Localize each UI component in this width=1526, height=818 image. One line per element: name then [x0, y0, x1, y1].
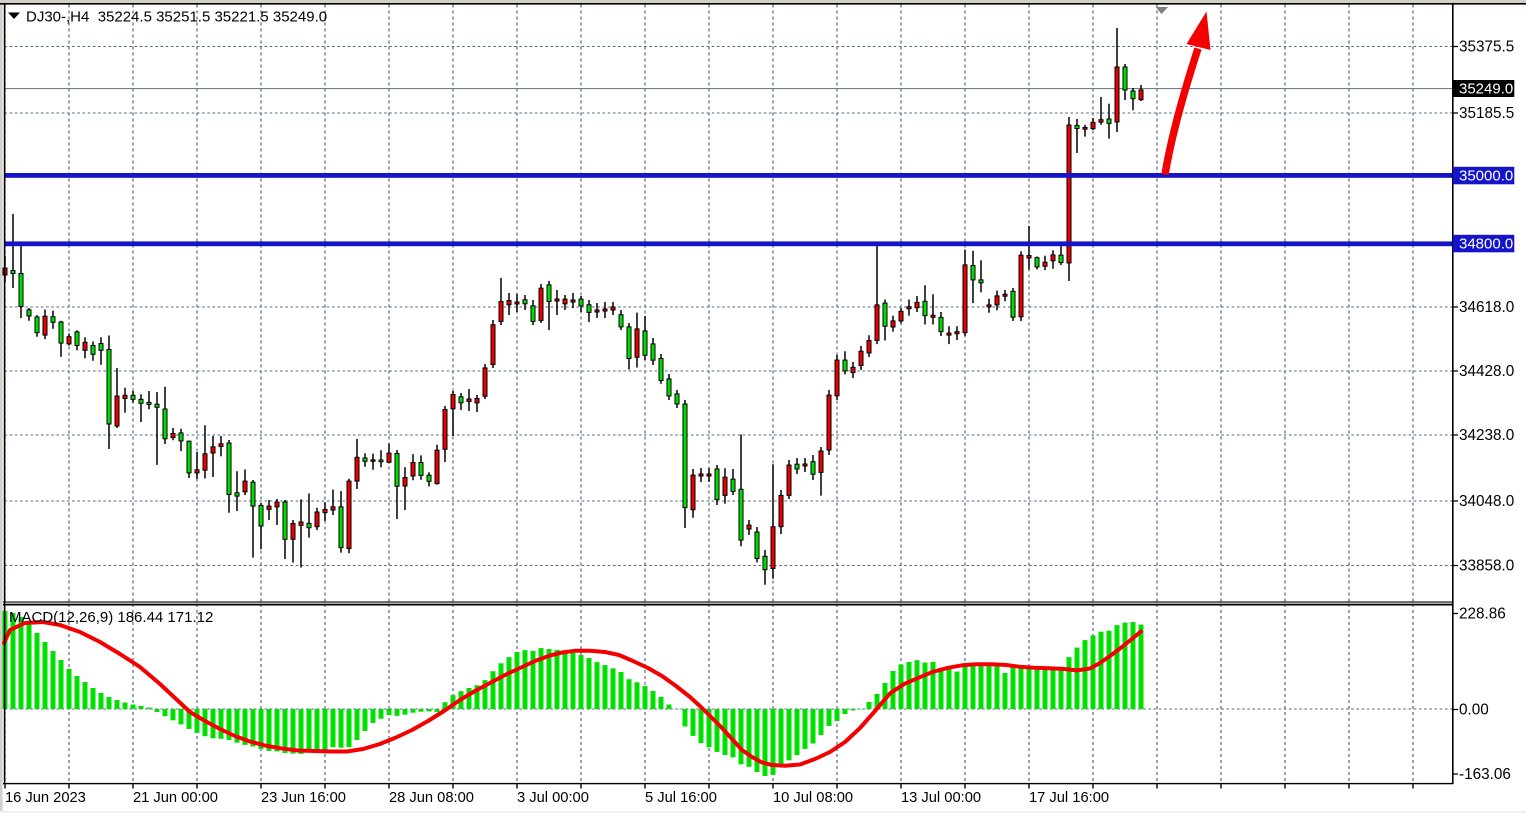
svg-text:16 Jun 2023: 16 Jun 2023: [5, 790, 86, 806]
svg-text:MACD(12,26,9) 186.44 171.12: MACD(12,26,9) 186.44 171.12: [9, 609, 213, 626]
svg-text:35249.0: 35249.0: [1459, 81, 1513, 98]
svg-text:5 Jul 16:00: 5 Jul 16:00: [645, 790, 717, 806]
svg-text:34618.0: 34618.0: [1459, 299, 1514, 316]
svg-text:DJ30-,H4 35224.5 35251.5 3522: DJ30-,H4 35224.5 35251.5 35221.5 35249.0: [26, 9, 327, 26]
svg-text:17 Jul 16:00: 17 Jul 16:00: [1029, 790, 1109, 806]
svg-text:34048.0: 34048.0: [1459, 493, 1514, 510]
svg-text:35000.0: 35000.0: [1459, 168, 1513, 185]
svg-text:35375.5: 35375.5: [1459, 39, 1514, 56]
svg-text:3 Jul 00:00: 3 Jul 00:00: [517, 790, 589, 806]
svg-text:33858.0: 33858.0: [1459, 558, 1514, 575]
svg-text:34238.0: 34238.0: [1459, 427, 1514, 444]
svg-text:13 Jul 00:00: 13 Jul 00:00: [901, 790, 981, 806]
svg-text:228.86: 228.86: [1459, 606, 1506, 623]
svg-text:23 Jun 16:00: 23 Jun 16:00: [261, 790, 346, 806]
svg-text:35185.5: 35185.5: [1459, 105, 1514, 122]
svg-text:34428.0: 34428.0: [1459, 363, 1514, 380]
svg-text:34800.0: 34800.0: [1459, 236, 1513, 253]
svg-text:21 Jun 00:00: 21 Jun 00:00: [133, 790, 218, 806]
svg-text:28 Jun 08:00: 28 Jun 08:00: [389, 790, 474, 806]
svg-text:0.00: 0.00: [1459, 702, 1489, 719]
svg-text:10 Jul 08:00: 10 Jul 08:00: [773, 790, 853, 806]
svg-text:-163.06: -163.06: [1459, 766, 1511, 783]
